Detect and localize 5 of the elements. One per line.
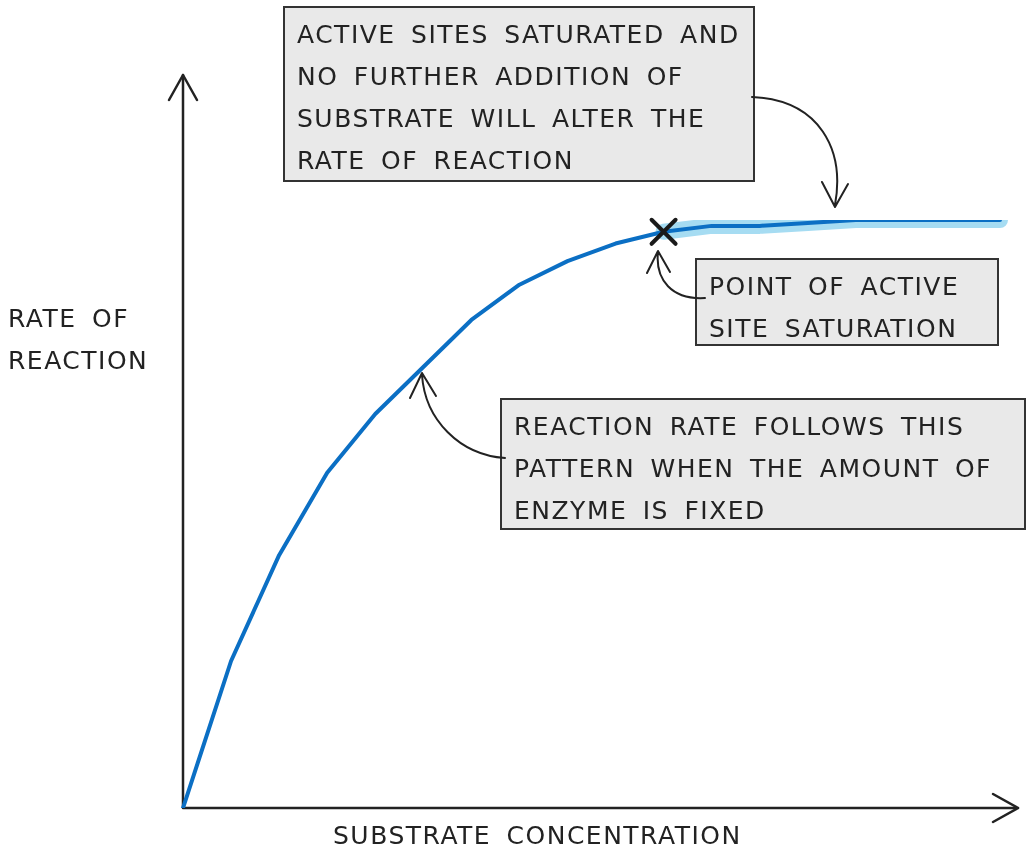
x-axis-title: SUBSTRATE CONCENTRATION bbox=[333, 820, 742, 852]
text: ACTIVE SITES SATURATED AND NO FURTHER ADDITION OF SUBSTRATE WILL ALTER THE RATE OF REACTION bbox=[283, 6, 755, 182]
y-axis-title: RATE OF REACTION bbox=[8, 303, 150, 377]
annotation: POINT OF ACTIVE SITE SATURATION bbox=[695, 258, 999, 346]
annotation: REACTION RATE FOLLOWS THIS PATTERN WHEN THE AMOUNT OF ENZYME IS FIXED bbox=[500, 398, 1026, 530]
